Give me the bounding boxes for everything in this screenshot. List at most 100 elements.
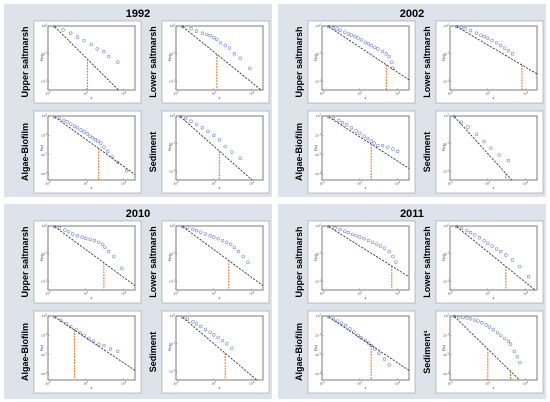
data-point bbox=[208, 233, 212, 238]
y-axis-label: P(x) bbox=[40, 145, 44, 151]
y-tick-label: 10-1 bbox=[169, 342, 176, 346]
panel-label: Upper saltmarsh bbox=[20, 226, 30, 297]
y-tick-label: 100 bbox=[42, 224, 48, 228]
data-point bbox=[326, 115, 331, 119]
plot-area bbox=[449, 115, 538, 181]
data-point bbox=[216, 335, 220, 340]
data-point bbox=[499, 333, 503, 338]
data-point bbox=[95, 47, 99, 51]
fit-line bbox=[328, 316, 410, 371]
data-point bbox=[452, 114, 456, 119]
y-axis-label: P(x) bbox=[314, 145, 318, 151]
data-point bbox=[75, 125, 80, 130]
x-tick-label: 100 bbox=[447, 291, 453, 295]
data-point bbox=[518, 264, 522, 269]
fit-line bbox=[456, 226, 536, 291]
data-point bbox=[518, 360, 522, 365]
panel-sediment: Sediment 100 101 102 100 10-1 10-2 x P(x) bbox=[422, 110, 544, 194]
data-point bbox=[391, 147, 395, 151]
x-tick-label: 100 bbox=[173, 181, 179, 185]
y-tick-label: 100 bbox=[170, 114, 176, 118]
y-tick-label: 100 bbox=[170, 314, 176, 318]
data-point bbox=[180, 24, 185, 29]
data-point bbox=[116, 160, 120, 165]
y-axis-label: P(x) bbox=[442, 145, 446, 151]
panel-upper-saltmarsh: Upper saltmarsh 100 101 102 100 10-1 10-2 x P(x) bbox=[294, 20, 416, 104]
panel-sediment: Sediment 100 101 102 100 10-1 10-2 x P(x) bbox=[148, 110, 270, 194]
panel-lower-saltmarsh: Lower saltmarsh 100 101 102 100 10-1 10-2 x P(x) bbox=[422, 20, 544, 104]
data-point bbox=[96, 139, 100, 143]
x-tick-label: 100 bbox=[319, 181, 325, 185]
data-point bbox=[52, 24, 57, 29]
y-tick-label: 100 bbox=[316, 114, 322, 118]
x-axis-label: x bbox=[219, 296, 221, 300]
data-point bbox=[354, 233, 358, 238]
data-point bbox=[465, 316, 469, 320]
data-point bbox=[479, 33, 483, 37]
group-year-title: 2010 bbox=[126, 208, 150, 220]
x-tick-label: 100 bbox=[447, 381, 453, 385]
data-point bbox=[106, 149, 110, 154]
data-point bbox=[515, 354, 519, 359]
data-point bbox=[387, 249, 391, 254]
data-point bbox=[102, 145, 106, 149]
panel-upper-saltmarsh: Upper saltmarsh 100 101 102 100 10-1 10-2 x P(x) bbox=[294, 220, 416, 304]
x-tick-label: 100 bbox=[319, 291, 325, 295]
fit-line bbox=[182, 26, 262, 91]
data-point bbox=[338, 227, 342, 232]
data-point bbox=[366, 42, 371, 46]
data-point bbox=[369, 139, 373, 143]
panel-label: Algae-Biofilm bbox=[294, 123, 304, 181]
panel-sediment-: Sediment¹ 100 101 102 100 10-1 10-2 10-3 x P(x) bbox=[422, 310, 544, 394]
data-point bbox=[371, 240, 375, 244]
y-tick-label: 10-2 bbox=[443, 79, 450, 83]
plot-area bbox=[449, 315, 538, 381]
plot-area bbox=[321, 225, 410, 291]
x-tick-label: 101 bbox=[485, 181, 491, 185]
fit-line bbox=[182, 316, 258, 381]
x-tick-label: 100 bbox=[45, 291, 51, 295]
x-axis-label: x bbox=[493, 96, 495, 100]
x-tick-label: 101 bbox=[83, 91, 89, 95]
data-point bbox=[459, 120, 464, 124]
y-tick-label: 10-1 bbox=[169, 252, 176, 256]
panel-label: Upper saltmarsh bbox=[20, 26, 30, 97]
figure-group-2010: 2010 Upper saltmarsh 100 101 102 100 10-1 10-2 x… bbox=[4, 204, 272, 399]
data-point bbox=[90, 136, 95, 140]
x-tick-label: 101 bbox=[485, 291, 491, 295]
x-axis-label: x bbox=[365, 296, 367, 300]
data-point bbox=[223, 43, 227, 48]
data-point bbox=[348, 327, 352, 331]
data-point bbox=[473, 318, 477, 322]
data-point bbox=[345, 123, 349, 127]
data-point bbox=[62, 118, 66, 122]
data-point bbox=[477, 236, 482, 240]
data-point bbox=[366, 341, 371, 345]
panel-algae-biofilm: Algae-Biofilm 100 101 102 100 10-1 10-2 10-3 x P(… bbox=[294, 110, 416, 194]
data-point bbox=[236, 249, 241, 254]
data-point bbox=[333, 226, 337, 230]
x-tick-label: 100 bbox=[45, 181, 51, 185]
x-tick-label: 102 bbox=[121, 91, 127, 95]
data-point bbox=[189, 27, 193, 31]
fit-line bbox=[182, 226, 264, 287]
data-point bbox=[489, 146, 493, 150]
data-point bbox=[346, 230, 351, 235]
plot-area bbox=[175, 115, 264, 181]
y-axis-label: P(x) bbox=[168, 345, 172, 351]
x-axis-label: x bbox=[365, 386, 367, 390]
data-point bbox=[463, 27, 467, 31]
panel-upper-saltmarsh: Upper saltmarsh 100 101 102 100 10-1 10-2 x P(x) bbox=[20, 220, 142, 304]
x-axis-label: x bbox=[493, 296, 495, 300]
data-point bbox=[474, 31, 479, 35]
data-point bbox=[349, 33, 354, 37]
data-point bbox=[506, 158, 511, 163]
panel-label: Lower saltmarsh bbox=[422, 226, 432, 298]
x-tick-label: 100 bbox=[45, 381, 51, 385]
data-point bbox=[238, 56, 242, 60]
data-point bbox=[375, 242, 379, 246]
x-tick-label: 100 bbox=[319, 381, 325, 385]
data-point bbox=[178, 114, 182, 119]
y-tick-label: 10-3 bbox=[315, 172, 322, 176]
x-tick-label: 102 bbox=[249, 181, 255, 185]
